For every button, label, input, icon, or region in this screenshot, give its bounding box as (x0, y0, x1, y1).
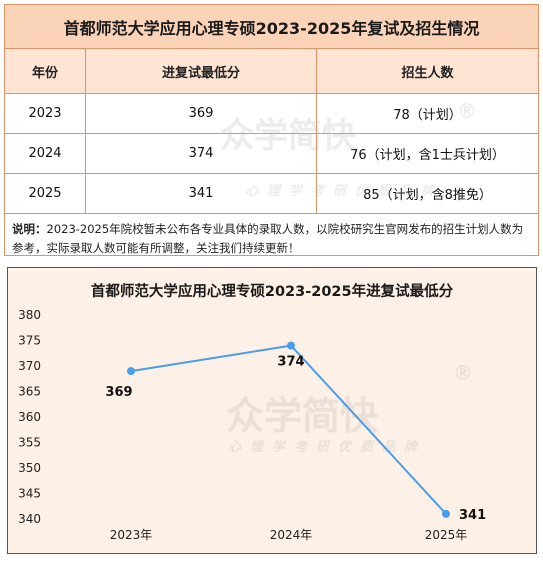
note-text: 2023-2025年院校暂未公布各专业具体的录取人数，以院校研究生官网发布的招生… (12, 222, 524, 255)
table-row: 2023 369 78（计划） (5, 93, 538, 134)
header-enrollment: 招生人数 (316, 49, 538, 94)
table-note: 说明：2023-2025年院校暂未公布各专业具体的录取人数，以院校研究生官网发布… (5, 214, 538, 255)
table-row: 2025 341 85（计划，含8推免） (5, 173, 538, 214)
table-header-row: 年份 进复试最低分 招生人数 (5, 49, 538, 94)
cell-min-score: 374 (85, 133, 317, 174)
data-point (442, 509, 450, 518)
table-title: 首都师范大学应用心理专硕2023-2025年复试及招生情况 (5, 5, 538, 49)
x-tick-label: 2023年 (110, 528, 153, 542)
y-tick-label: 360 (18, 410, 41, 424)
data-label: 369 (105, 385, 132, 400)
cell-enrollment: 76（计划，含1士兵计划） (316, 133, 538, 174)
x-tick-label: 2024年 (270, 528, 313, 542)
data-point (127, 367, 135, 376)
series-line (130, 344, 447, 515)
cell-year: 2025 (5, 173, 86, 214)
cell-enrollment: 78（计划） (316, 93, 538, 134)
cell-enrollment: 85（计划，含8推免） (316, 173, 538, 214)
chart-card: 首都师范大学应用心理专硕2023-2025年进复试最低分 众学简快 ® 心理学考… (7, 267, 537, 554)
data-label: 374 (277, 355, 304, 370)
line-chart: 340 345 350 355 360 365 370 375 380 2023年 2024年 202… (18, 308, 486, 542)
y-tick-label: 340 (18, 512, 41, 526)
y-tick-label: 345 (18, 487, 41, 501)
cell-min-score: 369 (85, 93, 317, 134)
header-year: 年份 (5, 49, 86, 94)
cell-year: 2023 (5, 93, 86, 134)
header-min-score: 进复试最低分 (85, 49, 317, 94)
y-tick-label: 380 (18, 308, 41, 322)
chart-title: 首都师范大学应用心理专硕2023-2025年进复试最低分 (90, 284, 454, 300)
cell-min-score: 341 (85, 173, 317, 214)
y-tick-label: 365 (18, 385, 41, 399)
cell-year: 2024 (5, 133, 86, 174)
y-tick-label: 370 (18, 359, 41, 373)
x-tick-label: 2025年 (425, 528, 468, 542)
y-tick-label: 350 (18, 461, 41, 475)
table-row: 2024 374 76（计划，含1士兵计划） (5, 133, 538, 174)
y-tick-label: 375 (18, 334, 41, 348)
y-tick-label: 355 (18, 436, 41, 450)
data-point (287, 341, 295, 350)
admission-table-card: 首都师范大学应用心理专硕2023-2025年复试及招生情况 年份 进复试最低分 … (4, 4, 539, 256)
data-label: 341 (459, 508, 486, 523)
note-label: 说明： (12, 222, 47, 236)
admission-table: 年份 进复试最低分 招生人数 2023 369 78（计划） 2024 374 … (5, 49, 538, 214)
